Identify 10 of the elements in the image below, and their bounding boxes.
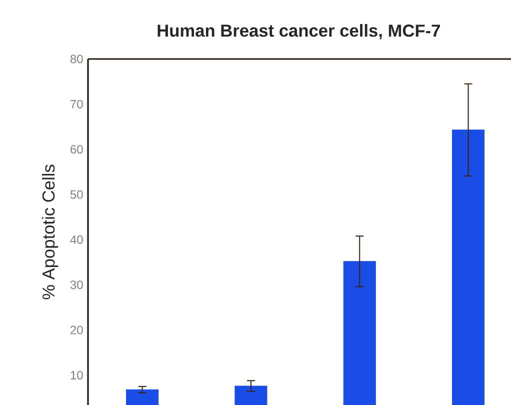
y-tick-label: 70 [70,100,83,108]
y-axis-title: % Apoptotic Cells [42,164,58,300]
y-tick-label: 40 [70,235,83,244]
y-tick-label: 80 [70,54,83,64]
y-tick-label: 30 [70,280,83,290]
y-tick-label: 10 [70,370,83,380]
y-tick-label: 20 [70,326,83,334]
y-tick-label: 60 [70,145,83,154]
chart-title: Human Breast cancer cells, MCF-7 [158,24,440,40]
y-tick-label: 50 [70,190,83,199]
